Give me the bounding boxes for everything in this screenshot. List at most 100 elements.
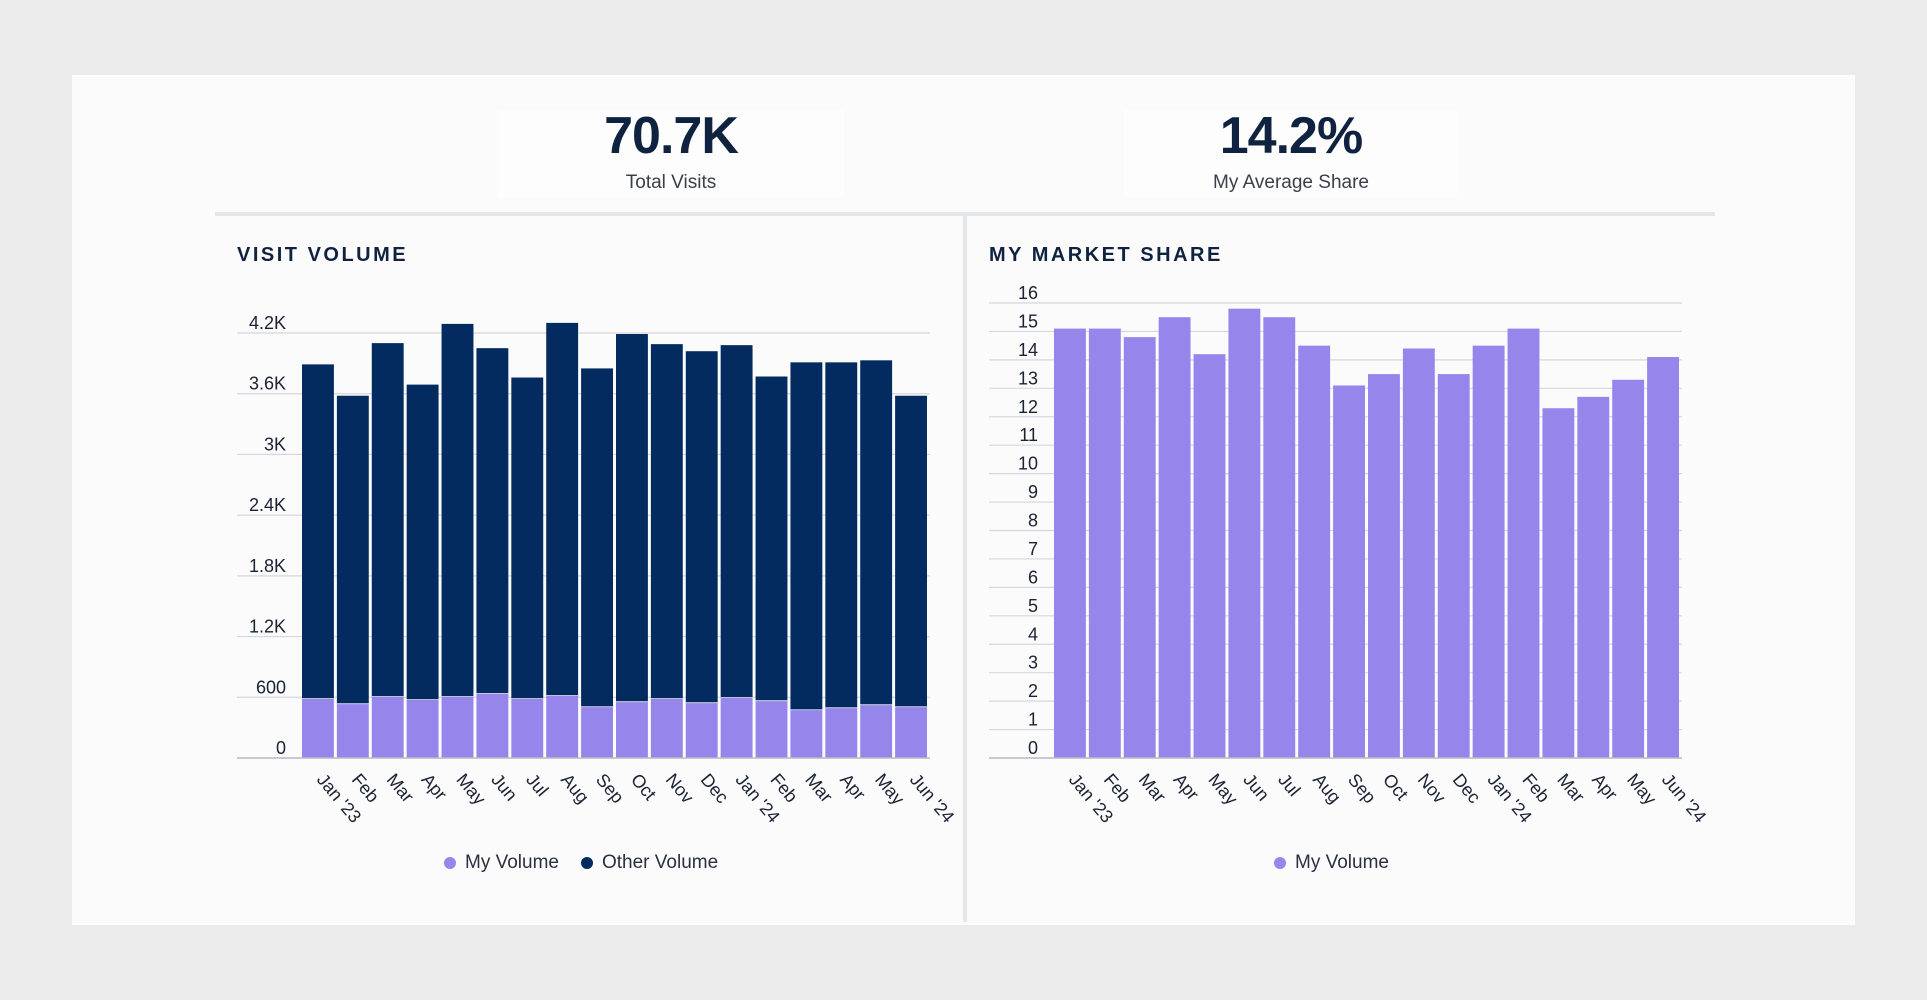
bar-my-volume (441, 696, 474, 758)
bar-my-volume (336, 703, 369, 758)
kpi-average-share-value: 14.2% (1219, 107, 1363, 165)
bar-my-volume (1158, 317, 1191, 758)
bar-my-volume (685, 702, 718, 758)
legend-item-my-volume[interactable]: My Volume (1274, 852, 1389, 874)
bar-my-volume (1193, 354, 1226, 758)
bar-my-volume (1263, 317, 1296, 758)
legend-item-my-volume[interactable]: My Volume (444, 852, 559, 874)
y-tick-label: 4 (1028, 624, 1038, 644)
bar-my-volume (1612, 379, 1645, 758)
x-tick-label: Jul (1274, 770, 1304, 800)
kpi-total-visits-label: Total Visits (625, 172, 717, 193)
y-tick-label: 11 (1019, 425, 1038, 445)
bar-my-volume (1402, 348, 1435, 758)
bar-my-volume (581, 706, 613, 758)
bar-my-volume (1437, 374, 1470, 758)
bar-my-volume (1054, 328, 1086, 758)
y-tick-label: 1.8K (249, 556, 286, 576)
bar-my-volume (616, 701, 648, 758)
bar-my-volume (895, 706, 927, 758)
legend-label: My Volume (465, 852, 559, 873)
bar-my-volume (406, 699, 439, 758)
y-tick-label: 2 (1028, 681, 1038, 701)
bar-other-volume (650, 344, 683, 699)
y-tick-label: 1.2K (249, 617, 286, 637)
bar-my-volume (1123, 337, 1156, 758)
bar-other-volume (546, 322, 579, 696)
y-tick-label: 3.6K (249, 374, 286, 394)
bar-other-volume (895, 395, 927, 707)
y-tick-label: 0 (1028, 738, 1038, 758)
y-tick-label: 12 (1018, 397, 1038, 417)
bar-my-volume (650, 698, 683, 758)
x-tick-label: Apr (1170, 770, 1203, 804)
y-tick-label: 600 (256, 677, 286, 697)
bar-other-volume (336, 395, 369, 704)
y-tick-label: 3K (264, 434, 286, 454)
bar-my-volume (1298, 345, 1331, 758)
bar-my-volume (790, 709, 823, 758)
y-tick-label: 14 (1018, 340, 1038, 360)
bar-my-volume (1542, 408, 1575, 758)
y-tick-label: 15 (1018, 311, 1038, 331)
bar-other-volume (685, 351, 718, 703)
my-volume-dot-icon (444, 857, 456, 869)
market-share-legend: My Volume (1274, 852, 1389, 874)
bar-other-volume (406, 384, 439, 700)
y-tick-label: 16 (1018, 283, 1038, 303)
x-tick-label: Apr (1588, 770, 1621, 804)
y-tick-label: 9 (1028, 482, 1038, 502)
bar-my-volume (1088, 328, 1121, 758)
y-tick-label: 5 (1028, 596, 1038, 616)
x-tick-label: Mar (1553, 770, 1588, 807)
bar-my-volume (1228, 308, 1261, 758)
y-tick-label: 7 (1028, 539, 1038, 559)
bar-other-volume (302, 364, 334, 699)
visit-volume-legend: My Volume Other Volume (444, 852, 718, 874)
bar-my-volume (1472, 345, 1505, 758)
bar-my-volume (1577, 396, 1610, 758)
bar-other-volume (581, 368, 613, 707)
x-tick-label: Nov (1414, 770, 1450, 807)
bar-my-volume (546, 695, 579, 758)
other-volume-dot-icon (580, 857, 593, 869)
bar-my-volume (511, 698, 544, 758)
x-tick-label: May (1623, 770, 1660, 809)
x-tick-label: Dec (1449, 770, 1485, 807)
bar-other-volume (755, 376, 788, 701)
x-tick-label: Aug (1309, 770, 1345, 807)
kpi-total-visits-value: 70.7K (604, 107, 739, 165)
y-tick-label: 8 (1028, 511, 1038, 531)
bar-my-volume (1368, 374, 1400, 758)
kpi-average-share: 14.2% My Average Share (1124, 110, 1458, 198)
x-tick-label: Oct (1379, 770, 1412, 804)
legend-label: My Volume (1295, 852, 1389, 873)
x-tick-label: Jun '24 (1658, 770, 1710, 827)
bar-other-volume (860, 360, 893, 705)
bar-my-volume (825, 707, 858, 758)
bar-other-volume (371, 343, 404, 697)
x-tick-label: Jun (1239, 770, 1273, 805)
bar-other-volume (790, 362, 823, 710)
bar-other-volume (511, 377, 544, 699)
y-tick-label: 13 (1018, 368, 1038, 388)
y-tick-label: 0 (276, 738, 286, 758)
bar-my-volume (860, 704, 893, 758)
kpi-total-visits: 70.7K Total Visits (498, 110, 844, 198)
bar-my-volume (1333, 385, 1365, 758)
bar-other-volume (720, 345, 753, 698)
bar-my-volume (755, 700, 788, 758)
x-tick-label: Sep (1344, 770, 1380, 807)
y-tick-label: 1 (1028, 710, 1038, 730)
legend-item-other-volume[interactable]: Other Volume (580, 852, 719, 874)
bar-my-volume (720, 697, 753, 758)
y-tick-label: 3 (1028, 653, 1038, 673)
legend-label: Other Volume (601, 852, 719, 873)
bar-other-volume (616, 334, 648, 702)
x-tick-label: May (1204, 770, 1241, 809)
visit-volume-title: VISIT VOLUME (237, 244, 409, 266)
x-tick-label: Mar (1135, 770, 1170, 807)
market-share-title: MY MARKET SHARE (989, 244, 1223, 266)
